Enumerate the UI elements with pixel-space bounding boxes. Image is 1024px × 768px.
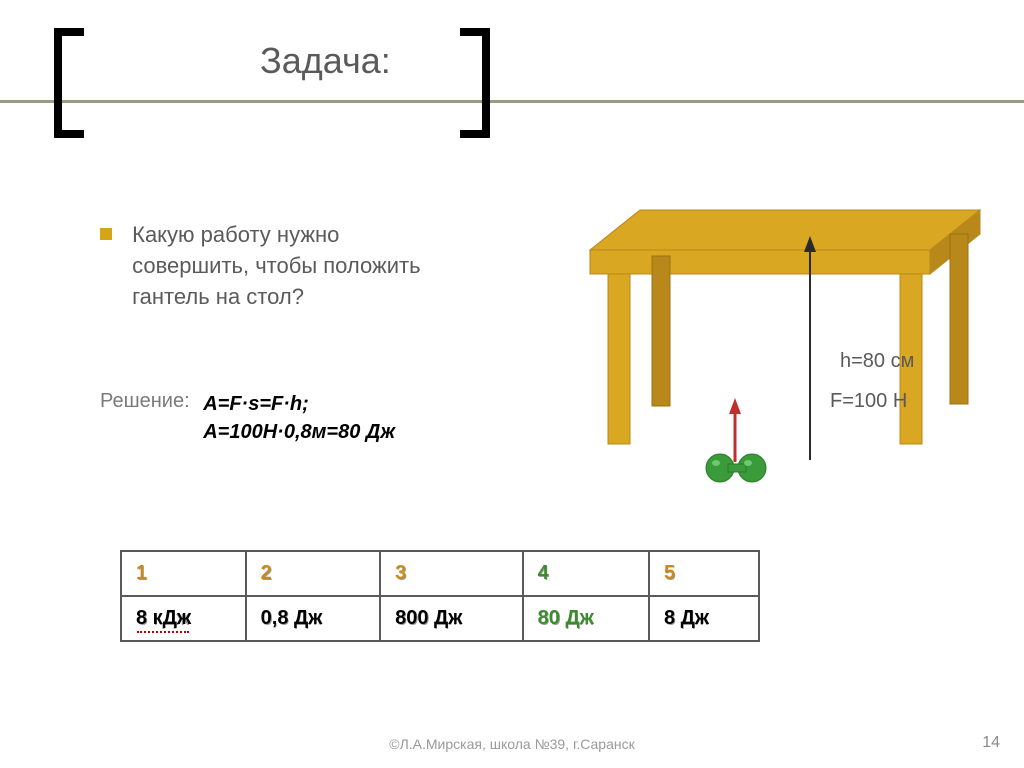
bullet-icon [100,228,112,240]
table-header-row: 11 22 33 44 55 [121,551,759,596]
table-diagram [560,200,990,500]
table-top [590,210,980,250]
answer-value-2: 0,8 Дж0,8 Дж [246,596,380,641]
question-text: Какую работу нужно совершить, чтобы поло… [132,220,442,312]
page-number: 14 [982,734,1000,752]
answer-header-3: 33 [380,551,523,596]
answer-header-4: 44 [523,551,649,596]
formula-line1: A=F·s=F·h; [203,393,309,415]
slide-title: Задача: [260,40,391,82]
title-bracket-left [54,28,84,138]
h-label: h=80 см [840,350,914,373]
answer-value-4: 80 Дж80 Дж [523,596,649,641]
title-bracket-right [460,28,490,138]
f-label: F=100 Н [830,390,907,413]
answer-value-1: 8 кДж8 кДж [121,596,246,641]
solution-label: Решение: [100,390,190,413]
table-top-front [590,250,930,274]
table-leg-bl [652,256,670,406]
answer-value-3: 800 Дж800 Дж [380,596,523,641]
table-value-row: 8 кДж8 кДж 0,8 Дж0,8 Дж 800 Дж800 Дж 80 … [121,596,759,641]
solution-block: Решение: A=F·s=F·h; A=100Н·0,8м=80 Дж [100,390,395,446]
dumbbell-highlight-right [744,460,752,466]
answer-value-5: 8 Дж8 Дж [649,596,759,641]
dumbbell-bar [728,464,746,472]
question-block: Какую работу нужно совершить, чтобы поло… [100,220,460,312]
answer-table: 11 22 33 44 55 8 кДж8 кДж 0,8 Дж0,8 Дж 8… [120,550,760,642]
footer-text: ©Л.А.Мирская, школа №39, г.Саранск [0,736,1024,752]
horizontal-rule [0,100,1024,103]
formula-line2: A=100Н·0,8м=80 Дж [203,421,395,443]
solution-formula: A=F·s=F·h; A=100Н·0,8м=80 Дж [203,390,395,446]
table-leg-br [950,234,968,404]
slide: Задача: Какую работу нужно совершить, чт… [0,0,1024,768]
force-arrow-head [729,398,741,414]
answer-header-2: 22 [246,551,380,596]
answer-header-5: 55 [649,551,759,596]
table-leg-fl [608,274,630,444]
dumbbell-highlight-left [712,460,720,466]
answer-header-1: 11 [121,551,246,596]
